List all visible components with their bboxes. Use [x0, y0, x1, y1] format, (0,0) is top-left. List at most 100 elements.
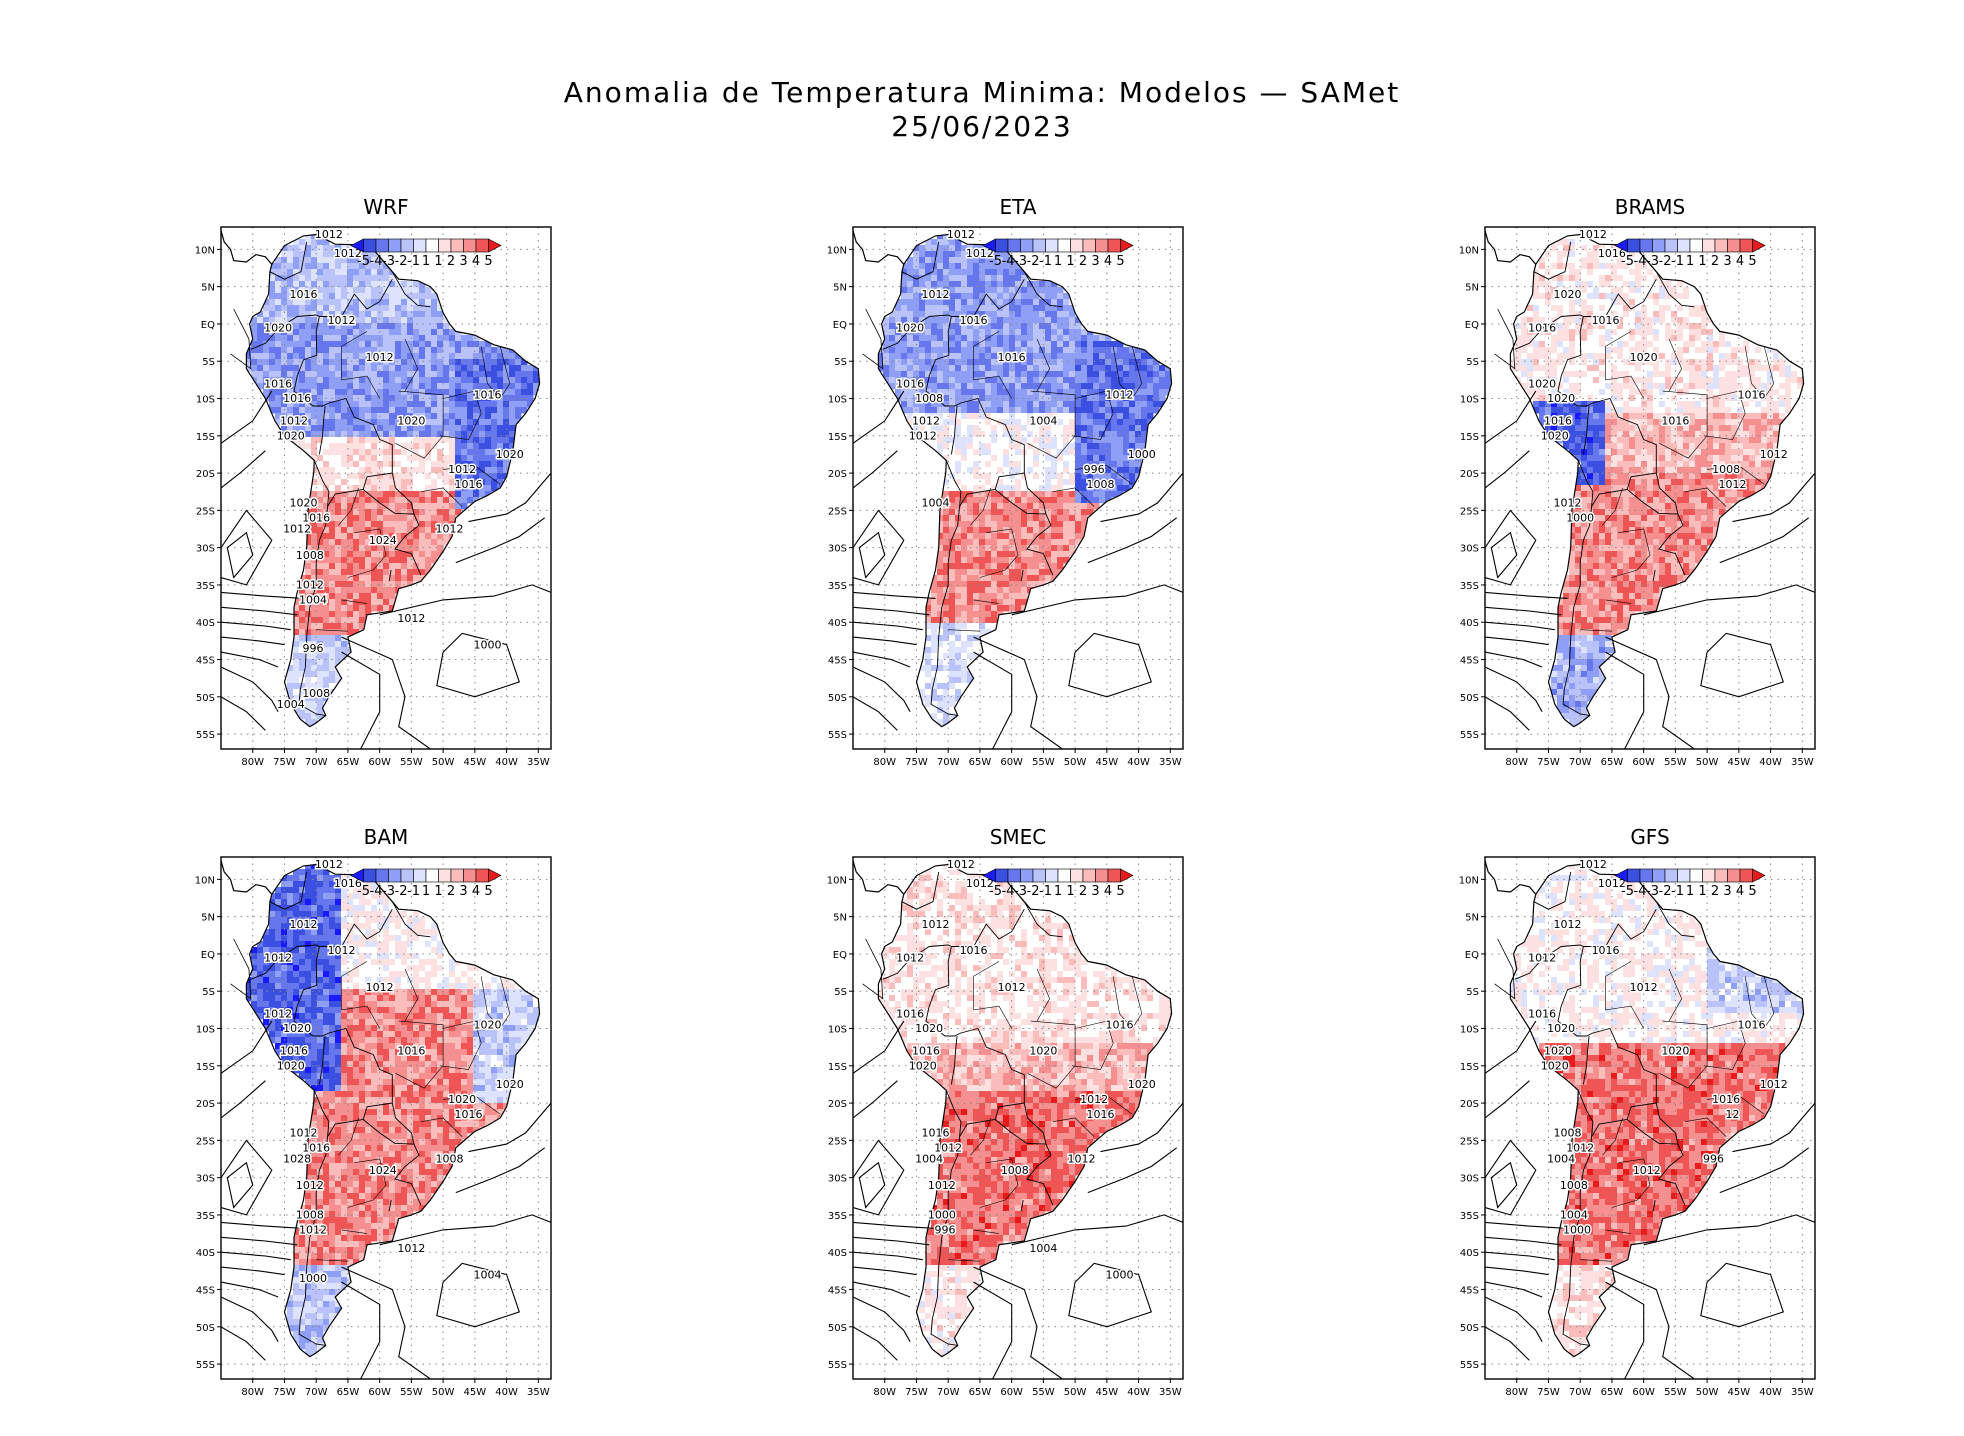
colorbar-label: -5 — [357, 884, 370, 899]
isobar-label: 1012 — [435, 523, 463, 536]
isobar-label: 1012 — [934, 1142, 962, 1155]
isobar-label: 1008 — [1712, 463, 1740, 476]
colorbar-seg — [463, 238, 477, 253]
isobar-label: 1012 — [299, 1224, 327, 1237]
panel-smec: SMEC 1012 1012 1012 1016 1012 1012 1016 1020 101… — [808, 825, 1228, 1405]
colorbar-label: -3 — [382, 254, 395, 269]
colorbar-seg — [1627, 868, 1641, 883]
colorbar-seg — [1070, 868, 1084, 883]
colorbar-seg — [1045, 238, 1059, 253]
state-border — [1668, 338, 1683, 392]
country-border — [1652, 569, 1656, 582]
lat-label: 45S — [1460, 1286, 1479, 1297]
country-border — [1548, 314, 1584, 326]
colorbar-seg — [425, 868, 439, 883]
isobar-label: 1012 — [1566, 1142, 1594, 1155]
colorbar-seg — [1107, 868, 1121, 883]
isobar-label: 996 — [303, 642, 324, 655]
colorbar-label: 1 — [434, 884, 442, 899]
lat-label: 25S — [828, 506, 847, 517]
isobar-label: 1000 — [299, 1272, 327, 1285]
lon-label: 65W — [337, 1387, 360, 1398]
lat-label: 20S — [1460, 1099, 1479, 1110]
colorbar-seg — [1727, 238, 1741, 253]
map-frame — [852, 856, 1184, 1380]
isobar-label: 1008 — [1554, 1127, 1582, 1140]
country-border — [950, 405, 958, 455]
isobar-label: 1020 — [1544, 1045, 1572, 1058]
colorbar-label: 4 — [1736, 254, 1744, 269]
lat-label: 25S — [196, 506, 215, 517]
colorbar-label: -3 — [1014, 884, 1027, 899]
isobar-label: 1012 — [280, 415, 308, 428]
lon-label: 45W — [1096, 757, 1119, 768]
panel-gfs: GFS 1012 1012 1012 1016 1012 1012 1016 1020 1020… — [1440, 825, 1860, 1405]
isobar-label: 1020 — [264, 321, 292, 334]
colorbar: -5 -4 -3 -2 -1 1 1 2 3 4 5 — [982, 868, 1134, 899]
lon-label: 35W — [1159, 1387, 1182, 1398]
country-border — [293, 278, 422, 576]
lon-label: 40W — [495, 757, 518, 768]
colorbar-label: -3 — [1646, 254, 1659, 269]
isobar-label: 1012 — [922, 918, 950, 931]
state-border — [948, 629, 980, 632]
state-border — [338, 1117, 359, 1156]
isobar-label: 1008 — [1001, 1164, 1029, 1177]
panel-title: BAM — [363, 825, 409, 849]
colorbar-seg — [1714, 868, 1728, 883]
colorbar-label: 5 — [1116, 254, 1124, 269]
state-border — [1602, 1117, 1623, 1156]
country-border — [950, 1035, 958, 1085]
lat-label: 50S — [1460, 693, 1479, 704]
lon-label: 40W — [1127, 1387, 1150, 1398]
state-border — [1605, 331, 1644, 399]
lat-label: 5N — [201, 913, 215, 924]
isobar-label: 1012 — [448, 463, 476, 476]
lat-label: 10S — [1460, 395, 1479, 406]
country-border — [1626, 489, 1678, 515]
lon-label: 45W — [1096, 1387, 1119, 1398]
state-border — [1052, 487, 1095, 507]
colorbar-label: 1 — [1054, 884, 1062, 899]
lon-label: 50W — [1064, 1387, 1087, 1398]
anomaly-field — [878, 864, 1172, 1356]
colorbar-seg — [413, 238, 427, 253]
lon-label: 75W — [905, 757, 928, 768]
lon-label: 60W — [1632, 757, 1655, 768]
axes: 10N 5N EQ 5S 10S 15S 20S 25S 30S 35S 40S 45S 50S 55S 8… — [195, 245, 550, 768]
country-border — [298, 1090, 330, 1346]
colorbar-seg — [375, 868, 389, 883]
isobar-label: 996 — [1084, 463, 1105, 476]
lon-label: 70W — [937, 1387, 960, 1398]
lon-label: 45W — [1728, 1387, 1751, 1398]
lat-label: 45S — [196, 656, 215, 667]
lat-label: 40S — [1460, 1248, 1479, 1259]
colorbar-label: 2 — [1079, 884, 1087, 899]
colorbar-seg — [1095, 238, 1109, 253]
colorbar-seg — [1677, 868, 1691, 883]
map-frame — [1484, 226, 1816, 750]
isobar-label: 1016 — [455, 1108, 483, 1121]
colorbar-seg — [1120, 238, 1134, 253]
isobar-label: 1016 — [1712, 1093, 1740, 1106]
isobar-label: 1016 — [397, 1045, 425, 1058]
colorbar-label: -1 — [1671, 884, 1684, 899]
colorbar-seg — [475, 868, 489, 883]
colorbar-seg — [425, 238, 439, 253]
lat-label: 55S — [828, 730, 847, 741]
colorbar-seg — [488, 868, 502, 883]
country-border — [1557, 278, 1686, 576]
figure-title: Anomalia de Temperatura Minima: Modelos … — [563, 76, 1401, 109]
lat-label: 30S — [828, 1174, 847, 1185]
country-border — [1562, 460, 1594, 716]
colorbar-seg — [1082, 868, 1096, 883]
state-border — [1580, 629, 1612, 632]
colorbar: -5 -4 -3 -2 -1 1 1 2 3 4 5 — [350, 868, 502, 899]
lon-label: 80W — [241, 757, 264, 768]
colorbar-label: -5 — [1621, 254, 1634, 269]
isobar-label: 1016 — [998, 351, 1026, 364]
colorbar-seg — [1689, 868, 1703, 883]
isobar-label: 1012 — [328, 944, 356, 957]
colorbar-label: -4 — [370, 254, 383, 269]
isobar-label: 1012 — [1579, 228, 1607, 241]
